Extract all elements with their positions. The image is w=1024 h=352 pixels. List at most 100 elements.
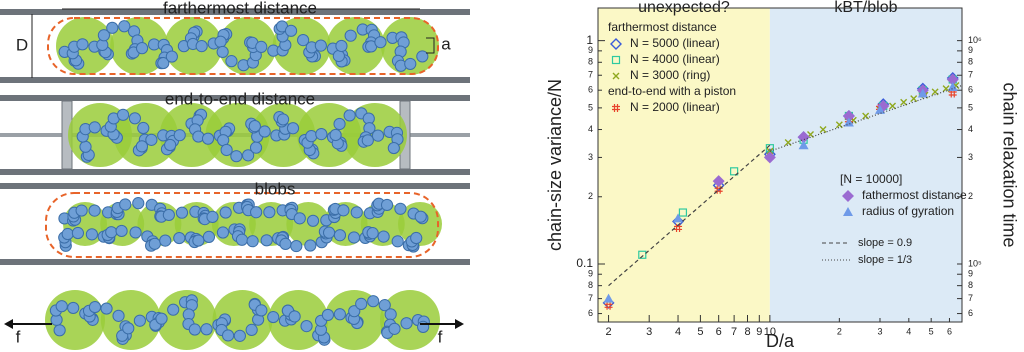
diagram-label: farthermost distance [163, 0, 317, 17]
bead [366, 227, 379, 240]
marker [798, 140, 809, 150]
trend-line [608, 144, 771, 287]
diagram-label: f [438, 327, 443, 346]
bead [286, 122, 300, 135]
bead [162, 208, 175, 222]
legend-marker [842, 190, 854, 202]
bead [306, 214, 320, 227]
region [769, 8, 962, 322]
bead [206, 210, 219, 224]
marker [910, 95, 918, 103]
bead [245, 323, 258, 337]
arrow-head [4, 319, 13, 329]
bead [221, 329, 235, 342]
tube-wall [0, 9, 470, 15]
bead [350, 206, 363, 219]
bead [391, 235, 404, 248]
bead [122, 322, 135, 335]
bead [145, 133, 158, 146]
marker [604, 301, 613, 310]
bead [279, 237, 292, 250]
tube-wall [0, 95, 470, 101]
legend-title: farthermost distance [608, 20, 717, 34]
bead [88, 300, 102, 314]
bead [55, 300, 68, 313]
marker [900, 98, 908, 106]
bead [233, 329, 246, 342]
tube-wall [0, 259, 470, 265]
bead [416, 50, 429, 63]
x-axis-title: D/a [766, 331, 795, 351]
bead [61, 227, 74, 241]
bead [335, 39, 348, 53]
x-tick-label: 10 [764, 326, 776, 338]
legend-label: N = 2000 (linear) [630, 100, 720, 114]
y2-tick-label: 10⁶ [968, 35, 982, 45]
bead [214, 35, 227, 48]
blob [100, 290, 161, 350]
bead [67, 301, 80, 315]
bead [105, 226, 118, 239]
y-tick-label: 8 [588, 57, 593, 67]
bead [76, 38, 89, 51]
bead [79, 140, 92, 153]
bead [355, 297, 368, 310]
legend-label: N = 5000 (linear) [630, 36, 720, 50]
tube-wall [0, 77, 470, 83]
bead [88, 121, 101, 134]
bead [267, 310, 280, 324]
bead [85, 228, 99, 241]
bead [220, 143, 233, 157]
bead [135, 140, 149, 153]
bead [129, 226, 142, 239]
outline [47, 17, 439, 75]
bead [387, 141, 400, 155]
bead [132, 197, 145, 210]
diagram-label: a [441, 34, 451, 53]
marker [862, 112, 870, 120]
bead [361, 134, 374, 147]
legend-marker [843, 207, 853, 216]
bead [347, 231, 361, 244]
bead [367, 295, 380, 308]
y-axis-title: chain-size variance/N [545, 79, 565, 251]
x-tick-label: 2 [837, 326, 842, 336]
plot-frame [597, 7, 963, 323]
bead [148, 237, 161, 250]
legend-label: slope = 0.9 [858, 237, 912, 249]
bead [384, 308, 397, 321]
y-tick-label: 9 [588, 269, 593, 279]
y2-tick-label: 3 [968, 152, 973, 162]
bead [173, 231, 186, 245]
diagram-label: blobs [255, 179, 296, 198]
x-tick-label: 3 [877, 326, 882, 336]
marker [917, 88, 928, 98]
bead [88, 204, 101, 217]
x-tick-label: 7 [731, 326, 737, 338]
bead [219, 206, 232, 219]
bead [173, 129, 186, 142]
bead [329, 128, 342, 142]
y2-tick-label: 8 [968, 57, 973, 67]
x-tick-label: 9 [756, 326, 762, 338]
x-tick-label: 3 [646, 326, 652, 338]
bead [250, 206, 263, 219]
y2-tick-label: 2 [968, 191, 973, 201]
tube-wall [0, 169, 470, 175]
bead [246, 235, 259, 248]
bead [216, 226, 230, 239]
dim [426, 37, 435, 54]
marker [714, 185, 723, 194]
y-tick-label: 4 [588, 124, 593, 134]
y-tick-label: 6 [588, 308, 593, 318]
legend-label: N = 4000 (linear) [630, 52, 720, 66]
bead [333, 229, 347, 242]
trend-line [769, 84, 963, 152]
bead [188, 323, 201, 336]
y2-tick-label: 6 [968, 85, 973, 95]
diagram-label: f [16, 327, 21, 346]
x-tick-label: 5 [929, 326, 934, 336]
bead [260, 234, 273, 247]
bead [137, 121, 150, 135]
